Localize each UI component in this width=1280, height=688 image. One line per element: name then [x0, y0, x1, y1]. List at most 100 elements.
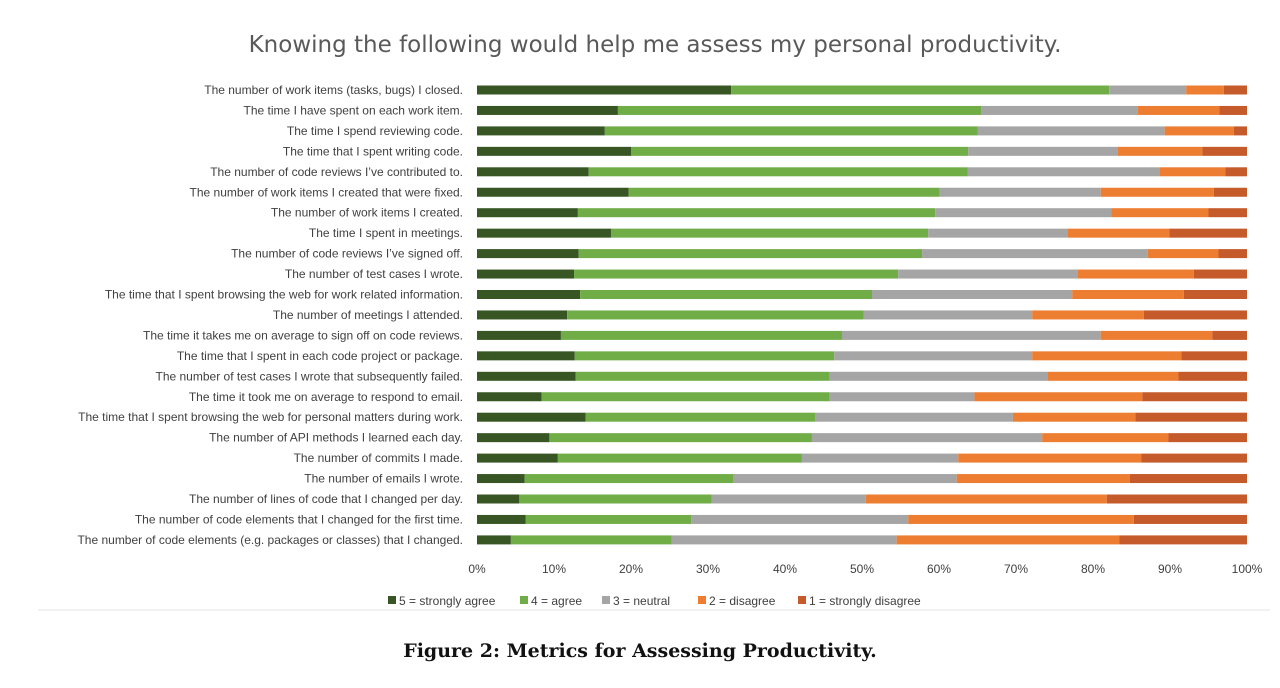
bar-segment-s0-r8 — [477, 249, 579, 259]
bar-segment-s4-r6 — [1208, 208, 1247, 218]
bar-segment-s1-r8 — [578, 249, 923, 259]
bar-segment-s2-r0 — [1109, 85, 1187, 95]
bar-segment-s2-r20 — [711, 494, 866, 504]
bar-segment-s2-r15 — [829, 392, 975, 402]
bar-segment-s3-r13 — [1032, 351, 1182, 361]
category-label: The number of test cases I wrote that su… — [156, 369, 464, 383]
bar-segment-s1-r10 — [580, 290, 873, 299]
bar-segment-s4-r11 — [1143, 310, 1247, 320]
bar-segment-s0-r5 — [477, 187, 629, 197]
bar-segment-s2-r18 — [801, 453, 959, 463]
bar-segment-s4-r14 — [1178, 371, 1247, 381]
x-tick-label: 10% — [542, 562, 566, 576]
bar-segment-s0-r18 — [477, 453, 558, 463]
bar-segment-s2-r4 — [967, 167, 1160, 177]
bar-segment-s1-r5 — [628, 187, 940, 197]
x-tick-label: 20% — [619, 562, 643, 576]
category-label: The number of work items I created that … — [190, 185, 463, 199]
bar-segment-s2-r17 — [811, 433, 1043, 443]
bar-segment-s4-r1 — [1219, 105, 1247, 115]
category-label: The time that I spent writing code. — [283, 144, 463, 158]
bar-segment-s3-r18 — [958, 453, 1142, 463]
category-label: The number of code elements (e.g. packag… — [77, 533, 463, 547]
category-label: The time it takes me on average to sign … — [143, 328, 463, 342]
bar-segment-s2-r9 — [898, 269, 1078, 279]
bar-segment-s4-r20 — [1106, 494, 1247, 504]
x-tick-label: 0% — [468, 562, 486, 576]
bar-segment-s4-r13 — [1181, 351, 1247, 361]
category-label: The number of work items I created. — [271, 206, 463, 220]
bar-segment-s2-r22 — [671, 535, 897, 545]
legend-label: 3 = neutral — [613, 594, 670, 608]
bar-segment-s2-r2 — [977, 126, 1165, 136]
bar-segment-s2-r8 — [922, 249, 1148, 259]
bar-segment-s3-r20 — [865, 494, 1107, 504]
x-tick-label: 80% — [1081, 562, 1105, 576]
bar-segment-s0-r14 — [477, 371, 576, 381]
bar-segment-s0-r20 — [477, 494, 520, 504]
bar-segment-s1-r20 — [519, 494, 712, 504]
bar-segment-s3-r14 — [1047, 371, 1179, 381]
bar-segment-s0-r1 — [477, 105, 618, 115]
bar-segment-s1-r16 — [585, 412, 816, 422]
bar-segment-s3-r19 — [956, 474, 1130, 484]
legend-label: 5 = strongly agree — [399, 594, 496, 608]
bar-segment-s2-r6 — [935, 208, 1112, 218]
category-label: The number of code reviews I’ve signed o… — [231, 247, 463, 261]
category-label: The time that I spent browsing the web f… — [78, 410, 463, 424]
bar-segment-s2-r14 — [829, 371, 1048, 381]
bar-segment-s3-r1 — [1137, 105, 1220, 115]
bar-segment-s2-r3 — [968, 146, 1118, 156]
x-axis: 0% 10% 20% 30% 40% 50% 60% 70% 80% 90% 100% — [468, 562, 1262, 576]
category-label: The time that I spent in each code proje… — [177, 349, 463, 363]
bar-segment-s3-r9 — [1077, 269, 1194, 279]
bar-segment-s4-r19 — [1129, 474, 1247, 484]
bar-segment-s3-r5 — [1100, 187, 1214, 197]
bar-segment-s4-r21 — [1133, 514, 1247, 524]
bar-segment-s0-r21 — [477, 514, 526, 524]
bar-segment-s0-r13 — [477, 351, 575, 361]
bar-segment-s3-r22 — [896, 535, 1120, 545]
x-tick-label: 60% — [927, 562, 951, 576]
bar-segment-s1-r7 — [610, 228, 929, 238]
category-label: The number of API methods I learned each… — [209, 431, 463, 445]
category-label: The number of work items (tasks, bugs) I… — [204, 83, 463, 97]
bar-segment-s4-r2 — [1233, 126, 1247, 136]
bar-segment-s3-r16 — [1012, 412, 1136, 422]
bars — [477, 85, 1247, 545]
x-tick-label: 40% — [773, 562, 797, 576]
category-labels: The number of work items (tasks, bugs) I… — [77, 83, 463, 547]
x-tick-label: 70% — [1004, 562, 1028, 576]
category-label: The time it took me on average to respon… — [189, 390, 463, 404]
category-label: The number of meetings I attended. — [273, 308, 463, 322]
bar-segment-s3-r21 — [908, 514, 1134, 524]
x-tick-label: 50% — [850, 562, 874, 576]
bar-segment-s1-r12 — [560, 330, 842, 340]
bar-segment-s2-r11 — [863, 310, 1033, 320]
bar-segment-s4-r22 — [1119, 535, 1247, 545]
bar-segment-s1-r21 — [525, 514, 692, 524]
bar-segment-s3-r2 — [1164, 126, 1234, 136]
bar-segment-s4-r0 — [1223, 85, 1247, 95]
bar-segment-s3-r11 — [1032, 310, 1144, 320]
bar-segment-s4-r3 — [1202, 146, 1247, 156]
bar-segment-s1-r17 — [549, 433, 812, 443]
bar-segment-s4-r10 — [1183, 290, 1247, 299]
bar-segment-s1-r14 — [575, 371, 830, 381]
bar-segment-s3-r8 — [1147, 249, 1219, 259]
legend-swatch — [388, 596, 396, 604]
bar-segment-s4-r8 — [1218, 249, 1247, 259]
bar-segment-s2-r16 — [815, 412, 1013, 422]
bar-segment-s2-r1 — [981, 105, 1138, 115]
figure-caption: Figure 2: Metrics for Assessing Producti… — [403, 640, 877, 662]
bar-segment-s4-r18 — [1141, 453, 1247, 463]
bar-segment-s4-r12 — [1212, 330, 1247, 340]
bar-segment-s0-r15 — [477, 392, 542, 402]
bar-segment-s1-r19 — [524, 474, 734, 484]
bar-segment-s1-r11 — [567, 310, 864, 320]
bar-segment-s2-r7 — [928, 228, 1068, 238]
category-label: The number of code elements that I chang… — [135, 512, 463, 526]
bar-segment-s1-r0 — [731, 85, 1110, 95]
bar-segment-s1-r13 — [574, 351, 835, 361]
bar-segment-s3-r12 — [1100, 330, 1213, 340]
